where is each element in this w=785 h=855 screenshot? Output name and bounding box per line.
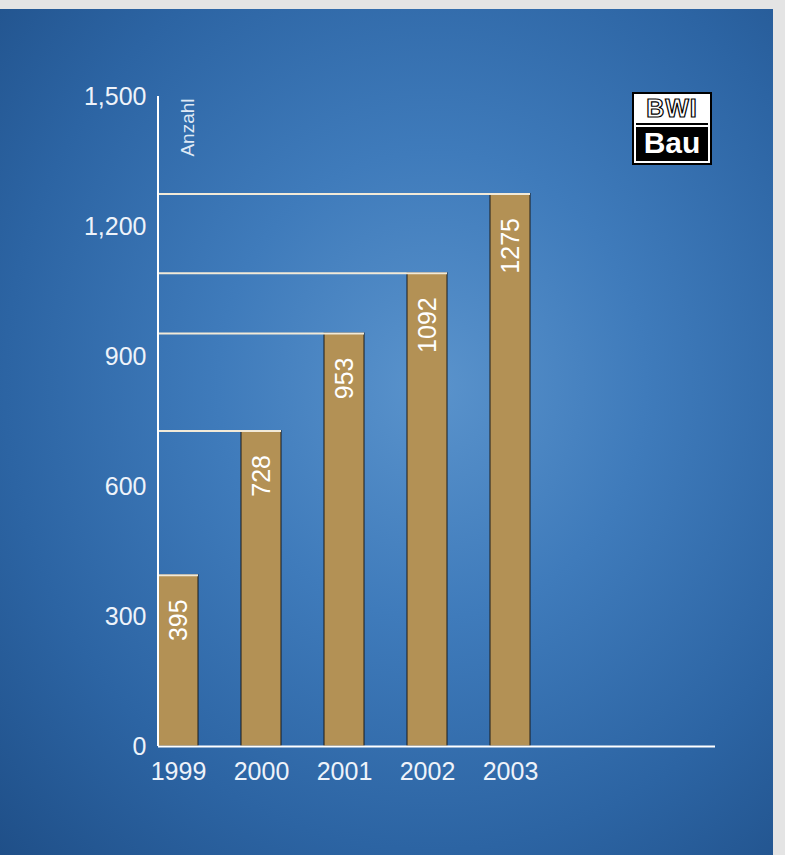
svg-text:900: 900	[105, 342, 147, 370]
svg-text:2002: 2002	[400, 757, 456, 785]
svg-text:1092: 1092	[413, 297, 441, 353]
svg-text:1,500: 1,500	[84, 82, 147, 110]
html-text:Bau: Bau	[643, 126, 701, 159]
html-text:BWI: BWI	[646, 94, 698, 122]
svg-text:600: 600	[105, 472, 147, 500]
svg-text:2001: 2001	[317, 757, 373, 785]
svg-text:2000: 2000	[234, 757, 290, 785]
svg-text:1999: 1999	[151, 757, 207, 785]
svg-text:395: 395	[164, 599, 192, 641]
svg-text:1275: 1275	[496, 218, 524, 274]
svg-text:2003: 2003	[483, 757, 539, 785]
svg-text:300: 300	[105, 602, 147, 630]
svg-text:Anzahl: Anzahl	[177, 99, 198, 157]
svg-text:953: 953	[330, 358, 358, 400]
svg-text:0: 0	[133, 732, 147, 760]
svg-text:728: 728	[247, 455, 275, 497]
svg-text:1,200: 1,200	[84, 212, 147, 240]
